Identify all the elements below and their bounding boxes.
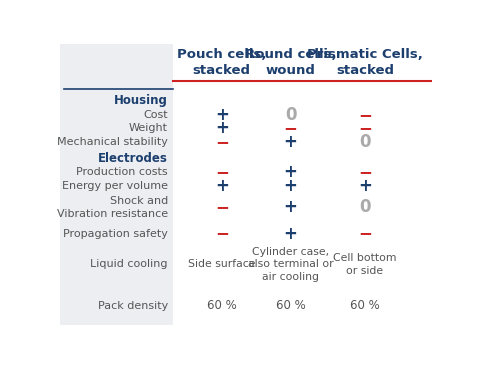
Text: Side surface: Side surface: [188, 260, 255, 269]
Text: −: −: [215, 224, 229, 242]
Text: 60 %: 60 %: [207, 299, 237, 312]
Text: +: +: [284, 133, 298, 151]
Text: +: +: [215, 119, 229, 137]
Text: Cylinder case,
also terminal or
air cooling: Cylinder case, also terminal or air cool…: [248, 247, 334, 282]
Text: +: +: [358, 177, 372, 195]
FancyBboxPatch shape: [60, 44, 173, 325]
Text: −: −: [358, 163, 372, 181]
Text: Housing: Housing: [114, 93, 168, 107]
Text: Cell bottom
or side: Cell bottom or side: [333, 253, 397, 276]
Text: Cost: Cost: [143, 110, 168, 120]
Text: +: +: [284, 163, 298, 181]
Text: −: −: [215, 163, 229, 181]
Text: +: +: [284, 198, 298, 216]
Text: Prismatic Cells,
stacked: Prismatic Cells, stacked: [307, 47, 423, 77]
Text: +: +: [284, 224, 298, 242]
Text: Pouch cells,
stacked: Pouch cells, stacked: [177, 47, 266, 77]
Text: −: −: [358, 105, 372, 124]
Text: 0: 0: [360, 133, 371, 151]
Text: Shock and
Vibration resistance: Shock and Vibration resistance: [57, 196, 168, 219]
Text: Electrodes: Electrodes: [98, 152, 168, 165]
Text: +: +: [215, 105, 229, 124]
Text: +: +: [284, 177, 298, 195]
Text: Liquid cooling: Liquid cooling: [90, 260, 168, 269]
Text: 0: 0: [285, 105, 296, 124]
Text: Propagation safety: Propagation safety: [63, 228, 168, 238]
Text: Round cells,
wound: Round cells, wound: [245, 47, 336, 77]
Text: Pack density: Pack density: [97, 301, 168, 311]
Text: Energy per volume: Energy per volume: [62, 181, 168, 191]
Text: Mechanical stability: Mechanical stability: [57, 137, 168, 147]
Text: −: −: [284, 119, 298, 137]
Text: −: −: [358, 119, 372, 137]
Text: Weight: Weight: [129, 123, 168, 133]
Text: 60 %: 60 %: [350, 299, 380, 312]
Text: −: −: [358, 224, 372, 242]
Text: −: −: [215, 198, 229, 216]
Text: 0: 0: [360, 198, 371, 216]
Text: 60 %: 60 %: [276, 299, 305, 312]
Text: +: +: [215, 177, 229, 195]
Text: Production costs: Production costs: [76, 167, 168, 177]
Text: −: −: [215, 133, 229, 151]
